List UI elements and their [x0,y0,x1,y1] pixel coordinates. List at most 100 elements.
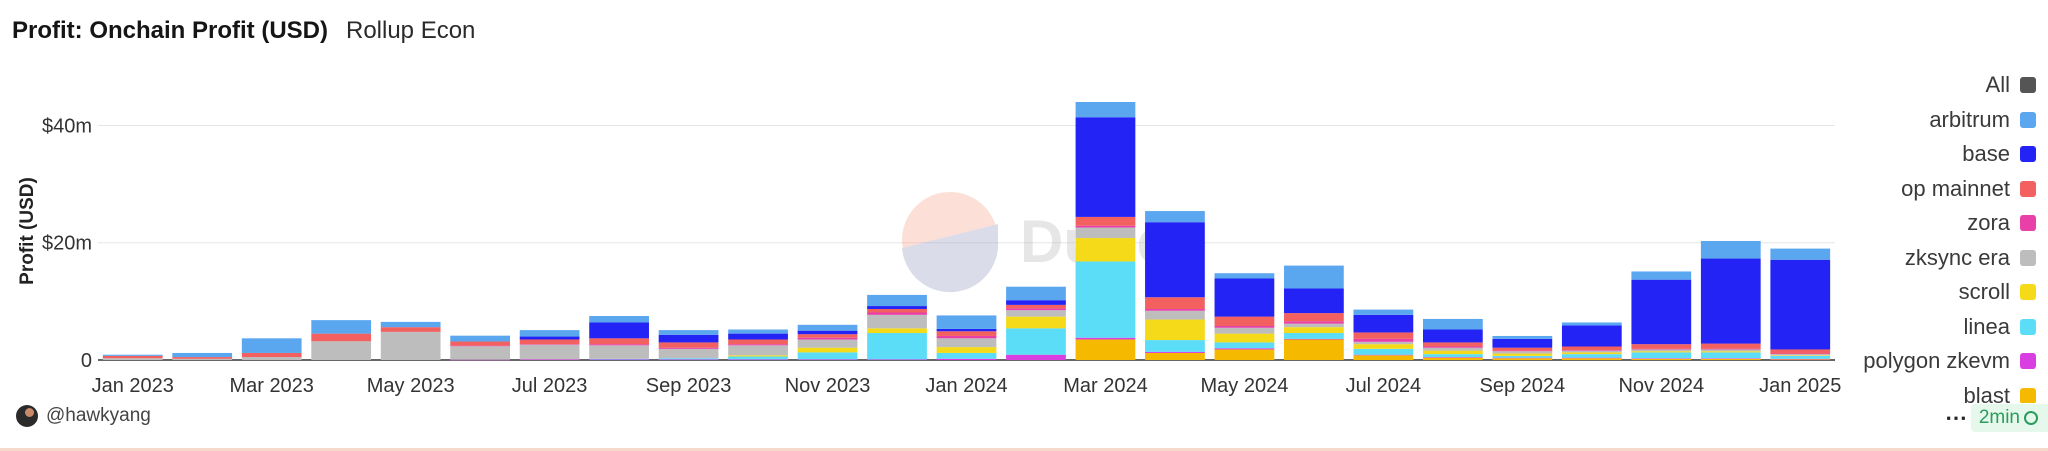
refresh-badge[interactable]: 2min [1970,404,2048,432]
bar-segment-blast [1561,358,1622,360]
legend-item-polygon-zkevm[interactable]: polygon zkevm [1776,344,2036,379]
bar-segment-op-mainnet [1006,304,1066,309]
x-tick-label: Mar 2023 [229,375,314,397]
legend-swatch [2020,180,2036,197]
bar-segment-zora [1145,308,1205,311]
bar-segment-zora [1631,348,1692,350]
legend-label: base [1962,141,2010,167]
bar-segment-base [1492,338,1553,348]
bar-segment-scroll [1700,351,1761,353]
legend-swatch [2020,77,2036,94]
bar-segment-base [1145,222,1205,298]
bar-segment-base [797,330,858,335]
x-tick-label: Jul 2024 [1346,375,1422,397]
bar-segment-zora [1353,338,1414,342]
bar-segment-polygon-zkevm [450,359,511,361]
bar-segment-zksync-era [450,346,511,360]
bar-segment-arbitrum [797,324,858,331]
legend-swatch [2020,353,2036,370]
bar-segment-op-mainnet [867,308,927,313]
bar-segment-zora [519,344,580,345]
bar-segment-linea [1006,328,1066,355]
legend-item-base[interactable]: base [1776,137,2036,172]
bar-segment-zora [1006,308,1066,311]
refresh-time: 2min [1978,407,2020,428]
legend-swatch [2020,284,2036,301]
bar-segment-op-mainnet [1631,344,1692,349]
legend-label: zora [1967,210,2010,236]
bar-segment-op-mainnet [1561,346,1622,351]
bar-segment-base [1214,278,1275,317]
bar-segment-op-mainnet [1075,216,1136,226]
bar-segment-zksync-era [936,338,997,348]
bar-segment-scroll [1561,352,1622,355]
bar-segment-blast [1353,355,1414,360]
bar-segment-arbitrum [450,335,511,342]
watermark-logo [902,192,998,288]
bar-segment-polygon-zkevm [1145,351,1205,353]
legend-item-zora[interactable]: zora [1776,206,2036,241]
bar-segment-op-mainnet [102,355,163,359]
bar-segment-polygon-zkevm [1353,354,1414,356]
bar-segment-scroll [1284,327,1344,334]
bar-segment-base [519,336,580,340]
legend-item-scroll[interactable]: scroll [1776,275,2036,310]
bar-segment-zksync-era [797,339,858,348]
footer-author[interactable]: @hawkyang [16,405,151,427]
dashboard-name[interactable]: Rollup Econ [345,17,476,44]
legend-item-arbitrum[interactable]: arbitrum [1776,103,2036,138]
bar-segment-polygon-zkevm [1006,354,1066,360]
bar-segment-op-mainnet [519,339,580,345]
bar-segment-arbitrum [1492,335,1553,339]
bar-segment-arbitrum [1700,240,1761,259]
legend-label: op mainnet [1901,175,2010,201]
bar-segment-zksync-era [1006,310,1066,317]
bar-segment-arbitrum [172,352,233,358]
author-handle[interactable]: @hawkyang [46,405,151,426]
bar-segment-arbitrum [1075,102,1136,118]
bar-segment-blast [1075,339,1136,360]
x-tick-label: Nov 2023 [785,375,871,397]
legend-item-all[interactable]: All [1776,68,2036,103]
bar-segment-zora [1075,225,1136,228]
legend-item-op-mainnet[interactable]: op mainnet [1776,172,2036,207]
bar-segment-polygon-zkevm [1492,357,1553,359]
bar-segment-zora [867,312,927,315]
more-options-icon[interactable]: ⋯ [1945,405,1968,430]
bar-segment-polygon-zkevm [519,359,580,360]
legend-label: polygon zkevm [1863,348,2010,374]
bar-segment-base [936,328,997,332]
x-tick-label: May 2023 [367,375,455,397]
legend-item-zksync-era[interactable]: zksync era [1776,241,2036,276]
bar-segment-arbitrum [658,330,719,335]
bar-segment-arbitrum [1214,273,1275,279]
legend-label: blast [1963,382,2010,403]
bar-segment-op-mainnet [936,331,997,336]
bar-segment-zora [450,345,511,347]
bar-segment-arbitrum [102,354,163,356]
bar-segment-arbitrum [728,329,788,334]
bar-segment-zksync-era [589,345,649,359]
bar-segment-zora [658,347,719,349]
legend-swatch [2020,146,2036,163]
bar-segment-arbitrum [1145,211,1205,223]
y-tick-label: 0 [81,350,92,372]
legend-item-blast[interactable]: blast [1776,379,2036,403]
bar-segment-zksync-era [380,331,441,360]
bar-segment-linea [658,358,719,360]
bar-segment-zksync-era [241,357,302,360]
x-tick-label: Sep 2024 [1480,375,1566,397]
bar-segment-blast [1700,358,1761,360]
bar-segment-scroll [867,328,927,334]
bar-segment-arbitrum [1422,318,1483,330]
legend-item-linea[interactable]: linea [1776,310,2036,345]
x-tick-label: May 2024 [1200,375,1288,397]
bar-segment-polygon-zkevm [1770,358,1831,360]
bar-segment-op-mainnet [1145,297,1205,309]
bar-segment-arbitrum [241,338,302,353]
bar-segment-zksync-era [1353,341,1414,345]
legend-label: zksync era [1904,244,2010,270]
bar-segment-linea [589,358,649,360]
bar-segment-zksync-era [1770,354,1831,356]
bar-segment-polygon-zkevm [1214,348,1275,350]
